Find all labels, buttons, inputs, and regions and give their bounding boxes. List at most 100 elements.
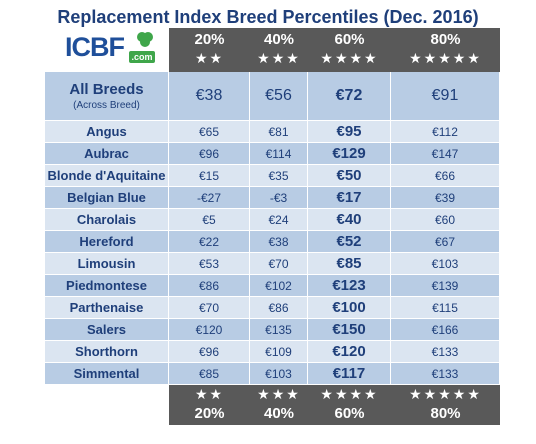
value-80: €115: [391, 297, 500, 319]
percentile-label: 80%: [430, 31, 461, 48]
value-40: €135: [250, 319, 308, 341]
table-row-all-breeds: All Breeds (Across Breed) €38 €56 €72 €9…: [45, 72, 500, 121]
value-20: €65: [169, 121, 250, 143]
table-row: Salers €120 €135 €150 €166: [45, 319, 500, 341]
value-20: €53: [169, 253, 250, 275]
shamrock-icon: [137, 32, 153, 47]
table-row: Limousin €53 €70 €85 €103: [45, 253, 500, 275]
value-60: €52: [308, 231, 391, 253]
percentile-label: 40%: [263, 31, 295, 48]
value-40: €56: [250, 72, 308, 121]
value-60: €129: [308, 143, 391, 165]
header-col-60: 60% ★★★★: [308, 28, 391, 72]
value-40: €103: [250, 363, 308, 385]
percentile-label: 60%: [334, 31, 365, 48]
percentile-label: 40%: [263, 405, 295, 422]
value-40: €109: [250, 341, 308, 363]
table-row: Blonde d'Aquitaine €15 €35 €50 €66: [45, 165, 500, 187]
all-breeds-label: All Breeds: [69, 81, 144, 98]
value-20: €70: [169, 297, 250, 319]
logo-suffix: .com: [129, 51, 155, 63]
value-60: €117: [308, 363, 391, 385]
breed-name: Charolais: [45, 209, 169, 231]
star-rating-icon: ★★★★: [320, 50, 379, 66]
value-40: -€3: [250, 187, 308, 209]
table-row: Angus €65 €81 €95 €112: [45, 121, 500, 143]
header-col-40: 40% ★★★: [250, 28, 308, 72]
header-col-20: 20% ★★: [169, 28, 250, 72]
star-rating-icon: ★★: [194, 386, 225, 402]
value-60: €120: [308, 341, 391, 363]
value-60: €95: [308, 121, 391, 143]
value-20: €96: [169, 143, 250, 165]
value-80: €133: [391, 341, 500, 363]
value-20: €5: [169, 209, 250, 231]
star-rating-icon: ★★★: [257, 386, 301, 402]
value-40: €81: [250, 121, 308, 143]
breed-name: Salers: [45, 319, 169, 341]
breed-name: Simmental: [45, 363, 169, 385]
value-80: €60: [391, 209, 500, 231]
value-60: €17: [308, 187, 391, 209]
table-row: Shorthorn €96 €109 €120 €133: [45, 341, 500, 363]
footer-col-60: ★★★★ 60%: [308, 385, 391, 425]
value-80: €39: [391, 187, 500, 209]
percentile-label: 20%: [194, 405, 225, 422]
breed-name: Aubrac: [45, 143, 169, 165]
value-60: €50: [308, 165, 391, 187]
page-title: Replacement Index Breed Percentiles (Dec…: [57, 7, 479, 27]
breed-name: Belgian Blue: [45, 187, 169, 209]
value-40: €70: [250, 253, 308, 275]
percentile-label: 80%: [430, 405, 461, 422]
value-40: €35: [250, 165, 308, 187]
value-60: €100: [308, 297, 391, 319]
value-80: €133: [391, 363, 500, 385]
percentile-header-top: 20% ★★ 40% ★★★ 60% ★★★★ 80% ★★★★★: [169, 28, 500, 72]
footer-col-80: ★★★★★ 80%: [391, 385, 500, 425]
table-row: Piedmontese €86 €102 €123 €139: [45, 275, 500, 297]
table-row: Hereford €22 €38 €52 €67: [45, 231, 500, 253]
breed-name: Piedmontese: [45, 275, 169, 297]
star-rating-icon: ★★★★★: [409, 50, 482, 66]
value-20: €22: [169, 231, 250, 253]
value-80: €66: [391, 165, 500, 187]
value-40: €38: [250, 231, 308, 253]
value-40: €86: [250, 297, 308, 319]
breed-name: Limousin: [45, 253, 169, 275]
value-60: €123: [308, 275, 391, 297]
breed-name: Parthenaise: [45, 297, 169, 319]
table-row: Aubrac €96 €114 €129 €147: [45, 143, 500, 165]
breed-name: All Breeds (Across Breed): [45, 72, 169, 121]
value-20: €15: [169, 165, 250, 187]
table-row: Simmental €85 €103 €117 €133: [45, 363, 500, 385]
value-20: €38: [169, 72, 250, 121]
value-80: €139: [391, 275, 500, 297]
breed-name: Hereford: [45, 231, 169, 253]
breed-table: All Breeds (Across Breed) €38 €56 €72 €9…: [45, 72, 500, 385]
percentile-header-bottom: ★★ 20% ★★★ 40% ★★★★ 60% ★★★★★ 80%: [169, 385, 500, 425]
value-20: -€27: [169, 187, 250, 209]
value-20: €86: [169, 275, 250, 297]
value-60: €40: [308, 209, 391, 231]
footer-col-40: ★★★ 40%: [250, 385, 308, 425]
value-60: €85: [308, 253, 391, 275]
value-80: €166: [391, 319, 500, 341]
percentile-label: 20%: [194, 31, 225, 48]
header-col-80: 80% ★★★★★: [391, 28, 500, 72]
value-40: €102: [250, 275, 308, 297]
icbf-logo: ICBF .com: [63, 30, 155, 66]
value-20: €96: [169, 341, 250, 363]
breed-name: Blonde d'Aquitaine: [45, 165, 169, 187]
logo-text: ICBF: [65, 32, 125, 62]
value-20: €120: [169, 319, 250, 341]
value-40: €114: [250, 143, 308, 165]
value-80: €103: [391, 253, 500, 275]
value-60: €150: [308, 319, 391, 341]
percentile-label: 60%: [334, 405, 365, 422]
star-rating-icon: ★★: [194, 50, 225, 66]
footer-col-20: ★★ 20%: [169, 385, 250, 425]
table-row: Charolais €5 €24 €40 €60: [45, 209, 500, 231]
value-80: €112: [391, 121, 500, 143]
value-80: €91: [391, 72, 500, 121]
star-rating-icon: ★★★★: [320, 386, 379, 402]
